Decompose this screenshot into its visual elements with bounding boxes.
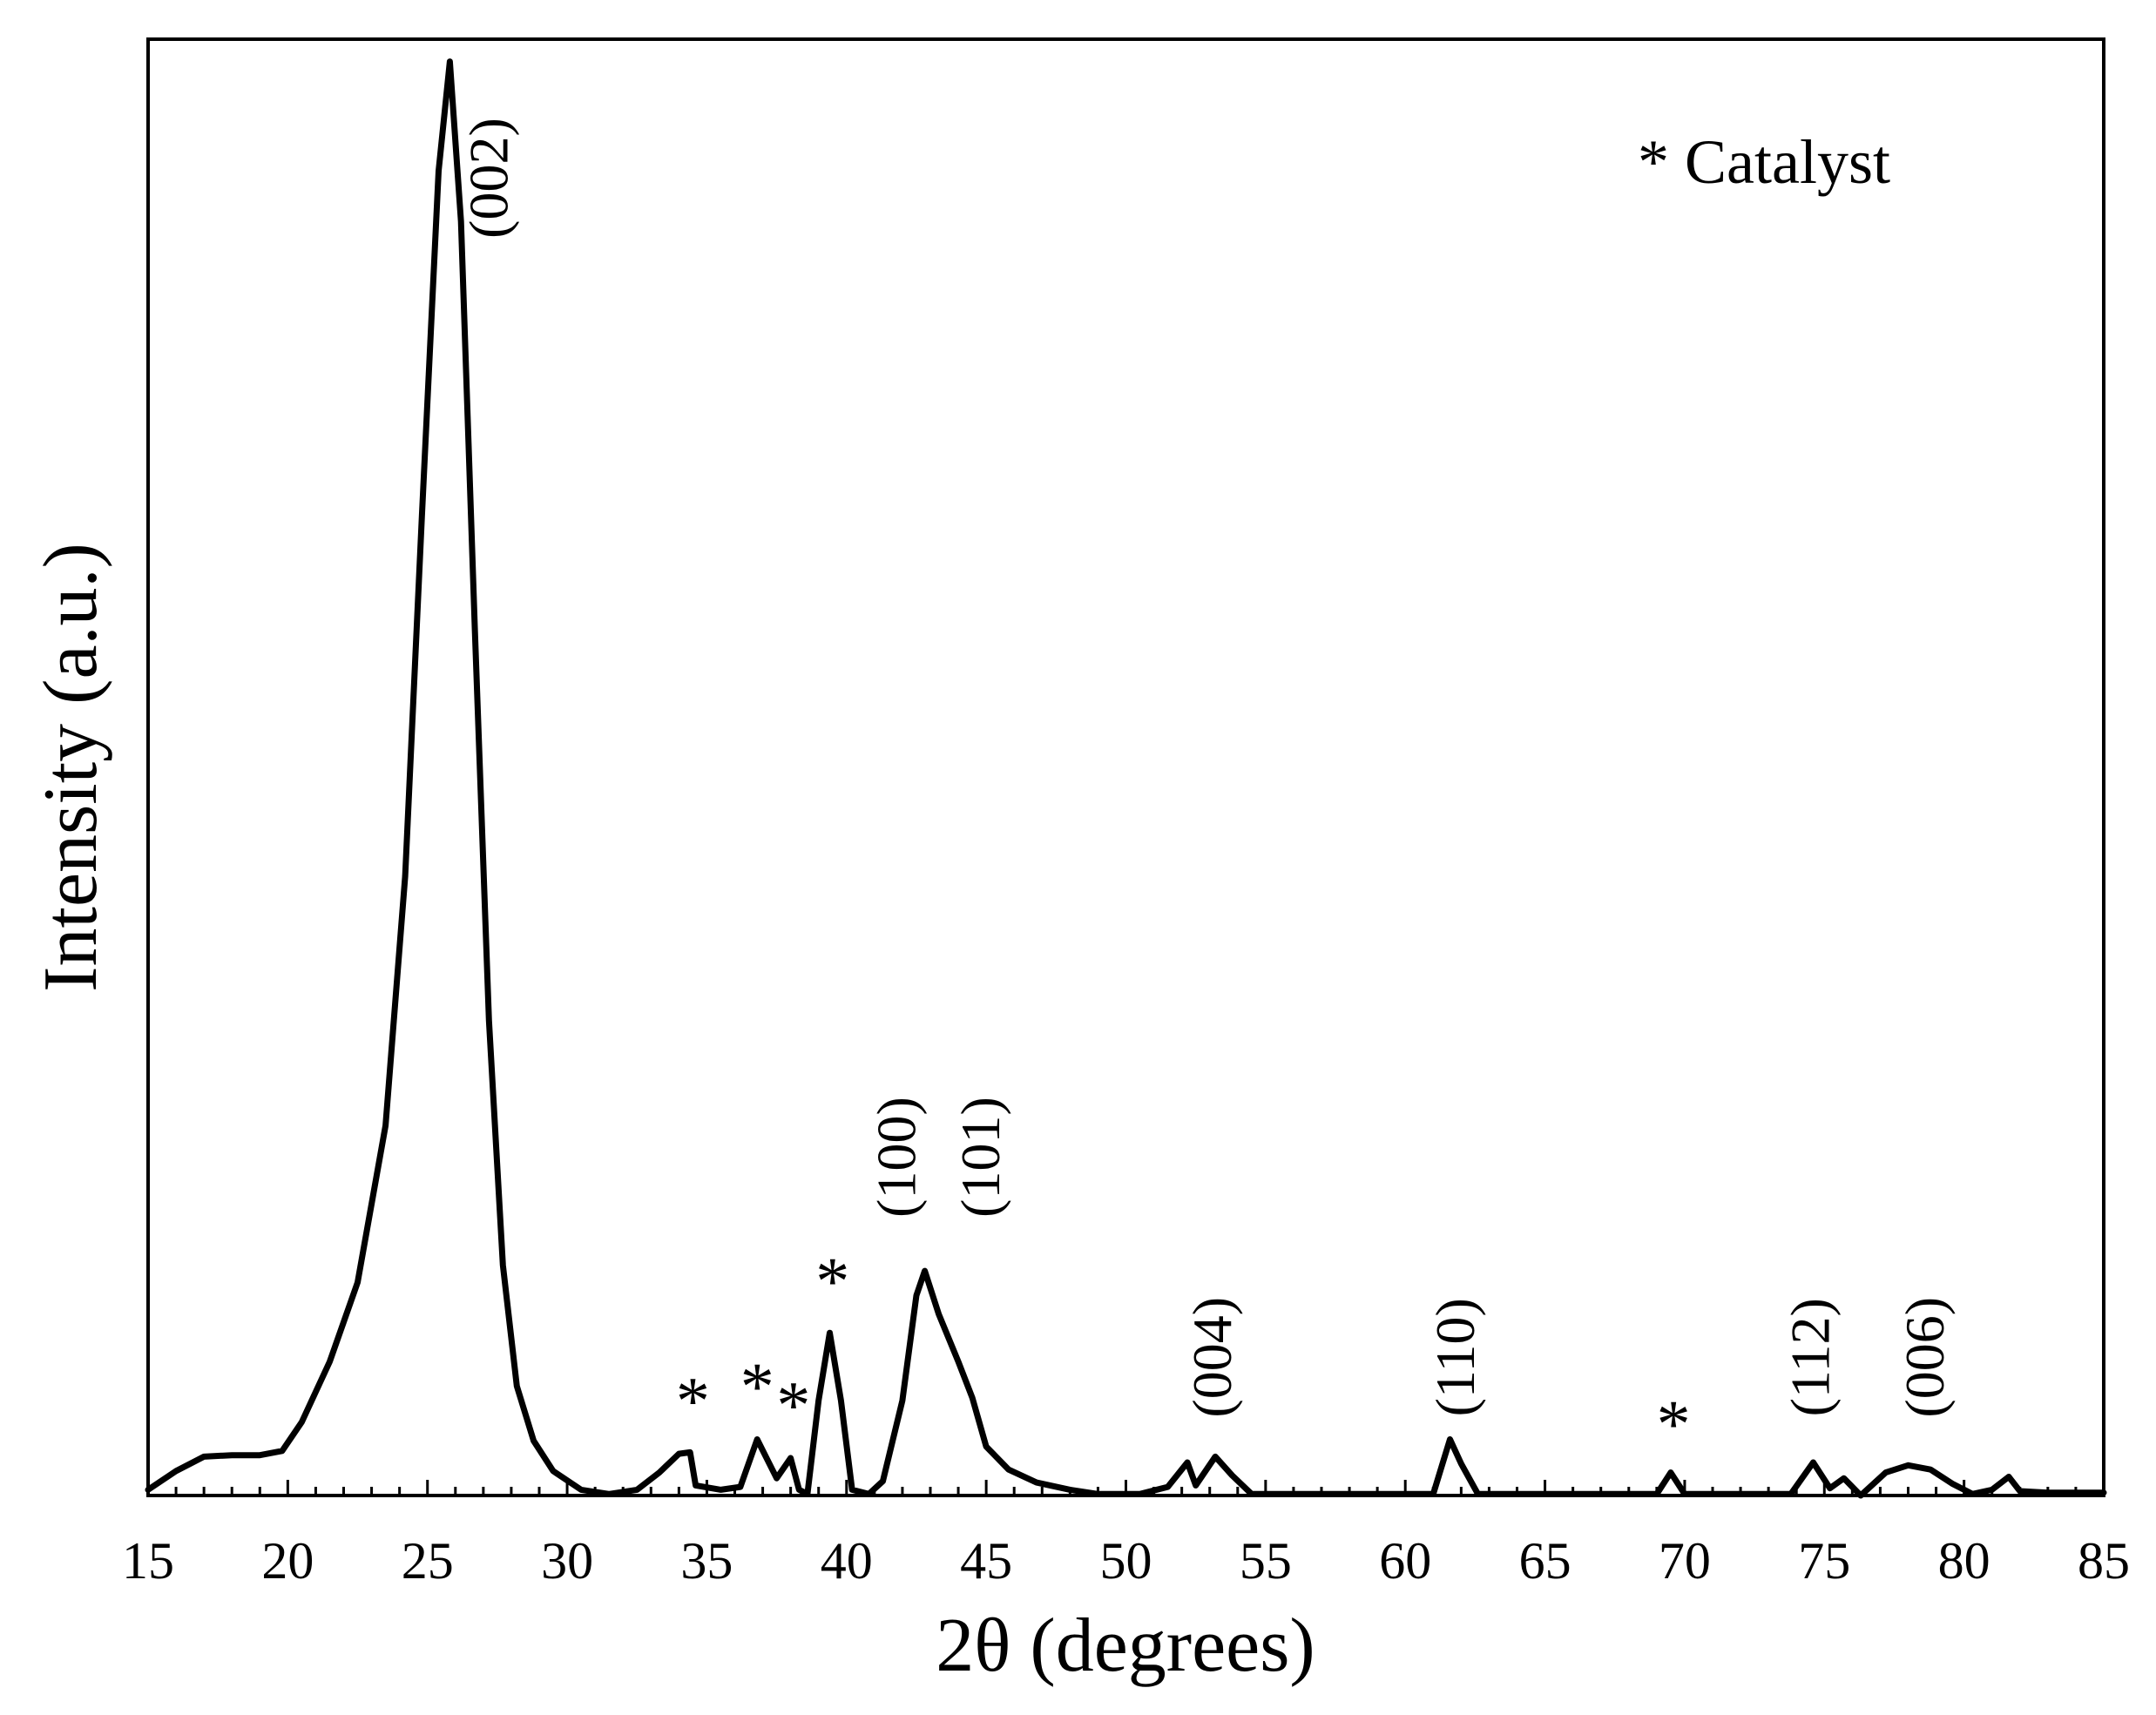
x-tick-label: 40 xyxy=(821,1532,873,1590)
catalyst-peak-marker: * xyxy=(776,1367,810,1442)
x-tick-label: 55 xyxy=(1240,1532,1292,1590)
x-axis-tick-labels: 15 20 25 30 35 40 45 50 55 60 65 70 75 80 85 xyxy=(122,1532,2130,1590)
miller-index-label: (006) xyxy=(1894,1297,1956,1418)
x-tick-label: 65 xyxy=(1519,1532,1571,1590)
x-tick-label: 15 xyxy=(122,1532,174,1590)
miller-index-label: (110) xyxy=(1424,1298,1486,1416)
legend-text: * Catalyst xyxy=(1638,127,1890,197)
x-tick-label: 85 xyxy=(2078,1532,2130,1590)
catalyst-peak-marker: * xyxy=(815,1243,849,1319)
y-axis-title: Intensity (a.u.) xyxy=(29,543,113,992)
x-tick-label: 60 xyxy=(1379,1532,1431,1590)
miller-index-label: (112) xyxy=(1779,1298,1841,1416)
x-tick-label: 45 xyxy=(960,1532,1012,1590)
x-axis-title: 2θ (degrees) xyxy=(936,1604,1315,1688)
peak-annotations: (002)* * **(100) (101)(004) (110)*(112) (006) xyxy=(457,118,1956,1462)
miller-index-label: (100) xyxy=(866,1097,928,1218)
miller-index-label: (004) xyxy=(1181,1297,1243,1418)
plot-frame xyxy=(146,37,2105,1497)
x-tick-label: 50 xyxy=(1100,1532,1152,1590)
x-tick-label: 30 xyxy=(541,1532,593,1590)
x-tick-label: 80 xyxy=(1938,1532,1990,1590)
x-tick-label: 75 xyxy=(1798,1532,1850,1590)
miller-index-label: (101) xyxy=(950,1097,1011,1218)
catalyst-peak-marker: * xyxy=(676,1362,710,1438)
x-tick-label: 70 xyxy=(1659,1532,1711,1590)
catalyst-peak-marker: * xyxy=(1657,1386,1691,1462)
x-axis-ticks xyxy=(146,1480,2105,1496)
catalyst-peak-marker: * xyxy=(740,1348,774,1424)
x-tick-label: 20 xyxy=(261,1532,314,1590)
series-line xyxy=(145,58,2107,1499)
x-tick-label: 25 xyxy=(402,1532,454,1590)
miller-index-label: (002) xyxy=(457,118,519,239)
x-tick-label: 35 xyxy=(680,1532,733,1590)
